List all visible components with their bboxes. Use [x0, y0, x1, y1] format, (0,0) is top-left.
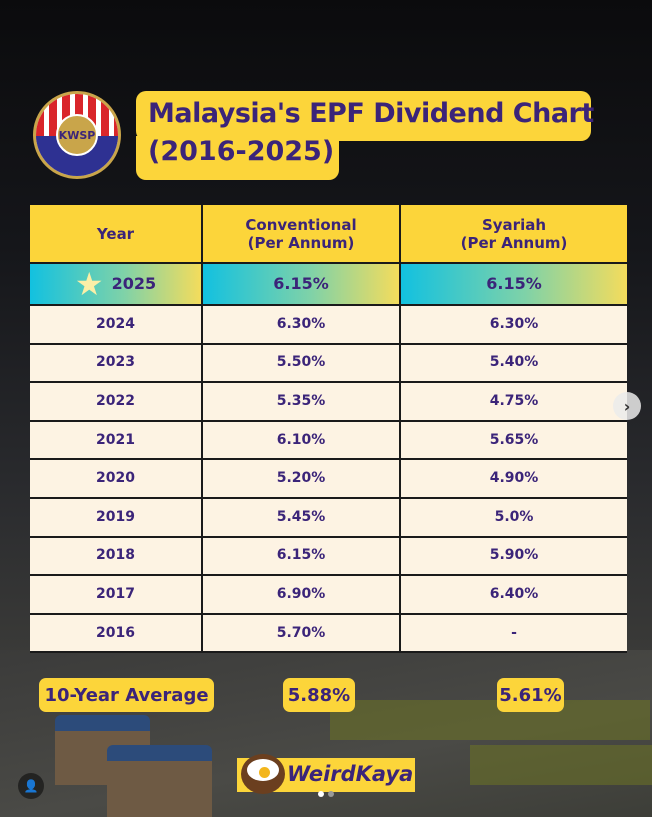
- cell-text: -: [511, 624, 517, 641]
- year-cell: 2016: [30, 614, 203, 652]
- year-cell: 2023: [30, 344, 203, 382]
- cell-text: 5.90%: [489, 547, 539, 564]
- cell-text: 6.15%: [486, 274, 542, 294]
- average-syariah: 5.61%: [497, 678, 564, 712]
- cell-text: 2020: [96, 470, 135, 487]
- background-grass: [470, 745, 652, 785]
- cell-text: 5.65%: [489, 431, 539, 448]
- table-row-highlighted: ★ 2025 6.15% 6.15%: [30, 264, 627, 306]
- syariah-cell: 4.75%: [401, 383, 627, 420]
- cell-text: 6.15%: [276, 547, 326, 564]
- syariah-cell: 5.90%: [401, 537, 627, 575]
- conventional-cell: 6.10%: [203, 421, 401, 459]
- star-icon: ★: [74, 265, 104, 303]
- average-conventional: 5.88%: [283, 678, 355, 712]
- table-row: 2020 5.20% 4.90%: [30, 460, 627, 499]
- conventional-cell: 5.70%: [203, 614, 401, 652]
- syariah-cell: 6.30%: [401, 306, 627, 343]
- cell-text: 2018: [96, 547, 135, 564]
- table-row: 2024 6.30% 6.30%: [30, 306, 627, 345]
- cell-text: 6.10%: [276, 431, 326, 448]
- syariah-cell: 5.0%: [401, 498, 627, 536]
- cell-text: 5.40%: [489, 354, 539, 371]
- cell-text: 2023: [96, 354, 135, 371]
- cell-text: 2019: [96, 508, 135, 525]
- conventional-cell: 5.35%: [203, 383, 401, 420]
- cell-text: 2024: [96, 315, 135, 332]
- cell-text: 5.0%: [494, 508, 534, 525]
- header-syariah: Syariah (Per Annum): [401, 205, 627, 262]
- conventional-cell: 6.15%: [203, 264, 401, 304]
- syariah-cell: 6.40%: [401, 576, 627, 613]
- header-conventional: Conventional (Per Annum): [203, 205, 401, 262]
- table-row: 2017 6.90% 6.40%: [30, 576, 627, 615]
- cell-text: 5.50%: [276, 354, 326, 371]
- syariah-cell: 5.65%: [401, 421, 627, 459]
- brand-name: WeirdKaya: [287, 762, 414, 786]
- chevron-right-icon: ›: [623, 396, 631, 416]
- carousel-dot-active[interactable]: [318, 791, 324, 797]
- carousel-dots: [318, 791, 334, 797]
- background-stool: [107, 745, 212, 817]
- dividend-table: Year Conventional (Per Annum) Syariah (P…: [30, 205, 627, 654]
- syariah-cell: 6.15%: [401, 264, 627, 304]
- tagged-users-button[interactable]: 👤: [18, 773, 44, 799]
- table-row: 2019 5.45% 5.0%: [30, 498, 627, 538]
- cell-text: 6.40%: [489, 586, 539, 603]
- background-grass: [330, 700, 650, 740]
- year-cell: 2020: [30, 460, 203, 497]
- average-label: 10-Year Average: [39, 678, 214, 712]
- page-subtitle: (2016-2025): [136, 136, 339, 180]
- carousel-dot[interactable]: [328, 791, 334, 797]
- cell-text: 2025: [111, 274, 157, 294]
- syariah-cell: -: [401, 614, 627, 652]
- year-cell: 2018: [30, 537, 203, 575]
- year-cell: 2022: [30, 383, 203, 420]
- year-cell: 2021: [30, 421, 203, 459]
- table-header: Year Conventional (Per Annum) Syariah (P…: [30, 205, 627, 264]
- cell-text: 4.90%: [489, 470, 539, 487]
- conventional-cell: 6.15%: [203, 537, 401, 575]
- table-row: 2021 6.10% 5.65%: [30, 421, 627, 461]
- weirdkaya-logo: WeirdKaya: [237, 754, 415, 794]
- syariah-cell: 5.40%: [401, 344, 627, 382]
- table-row: 2022 5.35% 4.75%: [30, 383, 627, 422]
- year-cell: 2017: [30, 576, 203, 613]
- cell-text: 5.45%: [276, 508, 326, 525]
- table-row: 2023 5.50% 5.40%: [30, 344, 627, 384]
- table-row: 2018 6.15% 5.90%: [30, 537, 627, 577]
- cell-text: 2016: [96, 624, 135, 641]
- conventional-cell: 5.50%: [203, 344, 401, 382]
- syariah-cell: 4.90%: [401, 460, 627, 497]
- header-year: Year: [30, 205, 203, 262]
- cell-text: 4.75%: [489, 393, 539, 410]
- logo-seal: KWSP: [56, 114, 98, 156]
- table-row: 2016 5.70% -: [30, 614, 627, 654]
- cell-text: 2021: [96, 431, 135, 448]
- next-slide-button[interactable]: ›: [613, 392, 641, 420]
- conventional-cell: 6.30%: [203, 306, 401, 343]
- conventional-cell: 6.90%: [203, 576, 401, 613]
- cell-text: 5.35%: [276, 393, 326, 410]
- cell-text: 6.30%: [489, 315, 539, 332]
- kwsp-logo: KWSP: [33, 91, 121, 179]
- conventional-cell: 5.20%: [203, 460, 401, 497]
- cell-text: 5.70%: [276, 624, 326, 641]
- year-cell: 2024: [30, 306, 203, 343]
- cell-text: 2017: [96, 586, 135, 603]
- year-cell: 2019: [30, 498, 203, 536]
- user-icon: 👤: [23, 779, 39, 793]
- cell-text: 2022: [96, 393, 135, 410]
- cell-text: 5.20%: [276, 470, 326, 487]
- cell-text: 6.90%: [276, 586, 326, 603]
- cell-text: 6.30%: [276, 315, 326, 332]
- page-title: Malaysia's EPF Dividend Chart: [136, 91, 594, 141]
- conventional-cell: 5.45%: [203, 498, 401, 536]
- year-cell: ★ 2025: [30, 264, 203, 304]
- cell-text: 6.15%: [273, 274, 329, 294]
